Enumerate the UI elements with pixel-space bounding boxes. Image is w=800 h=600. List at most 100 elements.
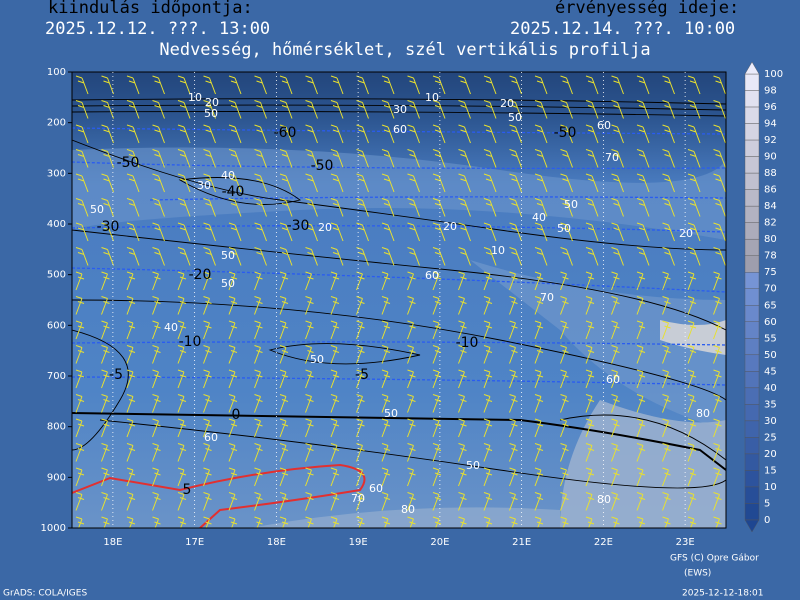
wind-barb [534, 467, 544, 487]
temperature-label: -50 [554, 125, 577, 141]
wind-barb [126, 100, 140, 119]
wind-barb [305, 173, 318, 193]
wind-barb [713, 296, 722, 315]
humidity-label: 60 [425, 269, 439, 282]
wind-barb [203, 173, 216, 193]
wind-barb [381, 100, 395, 119]
wind-barb [228, 247, 242, 266]
colorbar-label: 100 [764, 69, 783, 80]
wind-barb [305, 492, 314, 511]
colorbar-label: 92 [764, 135, 777, 146]
wind-barb [330, 75, 344, 95]
wind-barb [713, 173, 726, 193]
wind-barb [483, 271, 493, 291]
wind-barb [305, 149, 318, 168]
wind-barb [177, 320, 187, 340]
humidity-label: 10 [425, 91, 439, 104]
wind-barb [483, 443, 493, 462]
wind-barb [203, 394, 212, 413]
wind-barb [687, 100, 701, 119]
wind-barb [662, 271, 671, 291]
wind-barb [228, 149, 242, 168]
wind-barb [305, 296, 314, 315]
wind-barb [458, 443, 467, 462]
wind-barb [101, 173, 114, 193]
colorbar-label: 35 [764, 399, 777, 410]
wind-barb [458, 124, 471, 144]
wind-barb [228, 394, 238, 413]
wind-barb [356, 149, 369, 168]
colorbar-swatch [744, 437, 760, 455]
wind-barb [509, 492, 518, 511]
wind-barb [534, 443, 544, 462]
wind-barb [432, 467, 442, 487]
wind-barb [203, 124, 216, 144]
wind-barb [611, 222, 624, 242]
wind-barb [356, 467, 365, 487]
wind-barb [407, 173, 420, 193]
wind-barb [254, 149, 267, 168]
wind-barb [381, 345, 391, 364]
wind-barb [432, 296, 442, 315]
wind-barb [585, 345, 595, 364]
wind-barb [407, 124, 420, 144]
colorbar-swatch [744, 338, 760, 356]
wind-barb [101, 492, 110, 511]
humidity-label: 60 [204, 431, 218, 444]
wind-barb [432, 100, 446, 119]
wind-barb [636, 320, 646, 340]
wind-barb [177, 394, 187, 413]
wind-barb [534, 492, 544, 511]
humidity-label: 10 [491, 244, 505, 257]
wind-barb [432, 271, 442, 291]
wind-barb [177, 247, 191, 266]
humidity-label: 20 [318, 221, 332, 234]
wind-barb [611, 516, 620, 528]
wind-barb [177, 443, 187, 462]
wind-barb [203, 320, 212, 340]
wind-barb [687, 222, 701, 242]
wind-barb [177, 75, 191, 95]
wind-barb [662, 296, 671, 315]
wind-barb [458, 149, 471, 168]
wind-barb [254, 394, 263, 413]
temperature-label: 5 [183, 482, 192, 498]
wind-barb [152, 394, 161, 413]
wind-barb [126, 271, 136, 291]
wind-barb [254, 492, 263, 511]
wind-barb [75, 124, 89, 144]
humidity-label: 10 [188, 91, 202, 104]
wind-barb [203, 222, 216, 242]
wind-barb [458, 345, 467, 364]
wind-barb [713, 247, 726, 266]
wind-barb [432, 443, 442, 462]
y-tick-label: 200 [47, 118, 66, 129]
wind-barb [330, 198, 344, 217]
wind-barb [279, 467, 289, 487]
wind-barb [126, 173, 140, 193]
wind-barb [407, 149, 420, 168]
temperature-label: -50 [311, 158, 334, 174]
wind-barb [713, 467, 722, 487]
wind-barb [152, 124, 165, 144]
wind-barb [152, 75, 165, 95]
wind-barb [75, 394, 85, 413]
wind-barb [330, 369, 340, 389]
wind-barb [636, 100, 650, 119]
wind-barb [483, 247, 497, 266]
wind-barb [330, 492, 340, 511]
wind-barb [152, 320, 161, 340]
wind-barb [687, 124, 701, 144]
temperature-label: -20 [189, 267, 212, 283]
wind-barb [254, 369, 263, 389]
wind-barb [305, 369, 314, 389]
wind-barb [101, 418, 110, 438]
wind-barb [203, 296, 212, 315]
wind-barb [381, 394, 391, 413]
wind-barb [560, 247, 573, 266]
wind-barb [356, 271, 365, 291]
wind-barb [432, 516, 442, 528]
colorbar-swatch [744, 503, 760, 521]
wind-barb [483, 100, 497, 119]
colorbar-label: 82 [764, 218, 777, 229]
